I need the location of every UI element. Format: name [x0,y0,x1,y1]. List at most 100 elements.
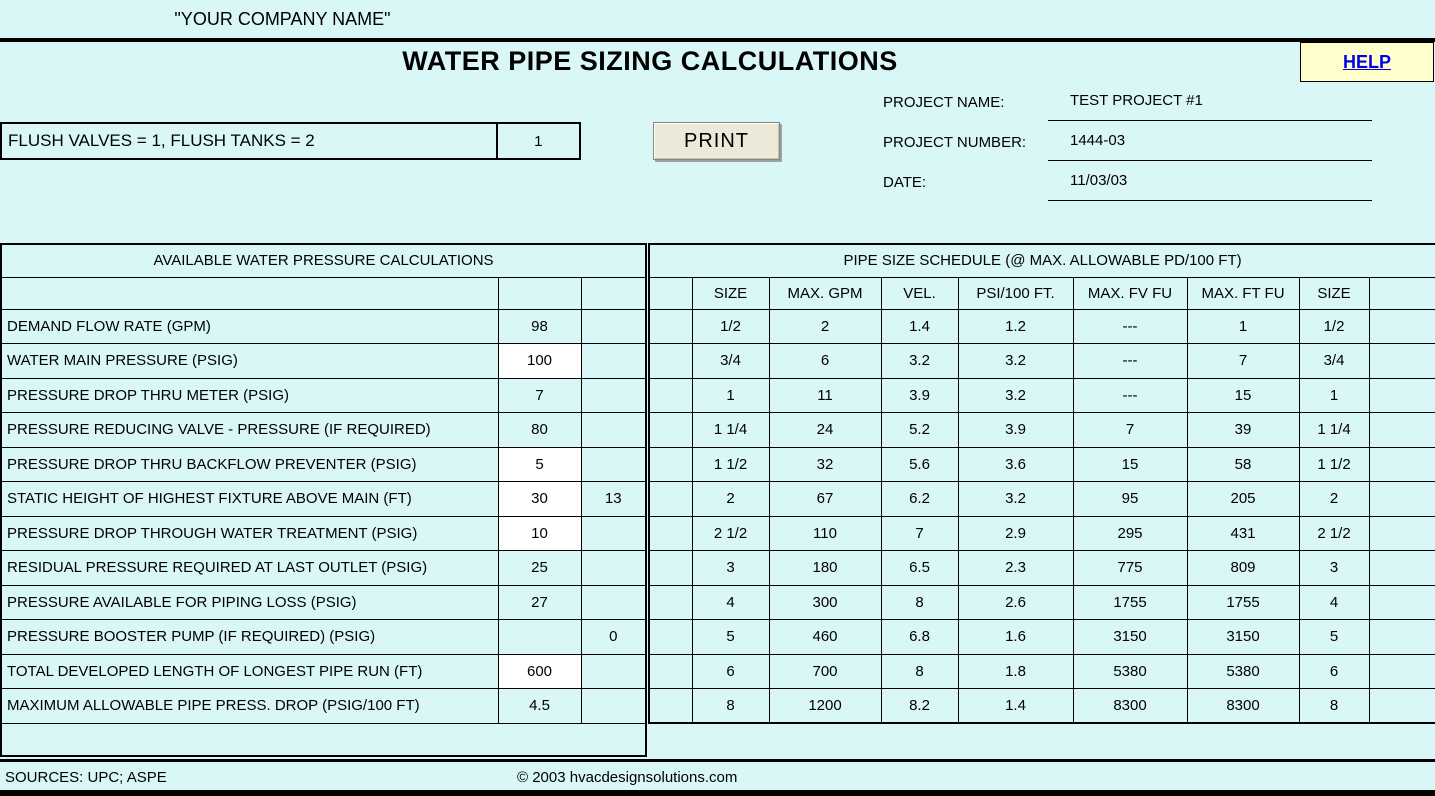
project-name-field[interactable]: TEST PROJECT #1 [1048,92,1372,121]
pipe-table-cell: 3/4 [1298,343,1370,379]
pipe-table-cell: 6.8 [880,619,959,655]
flush-selector-box: FLUSH VALVES = 1, FLUSH TANKS = 2 1 [0,122,581,160]
pipe-table-cell: 1 1/2 [1298,446,1370,482]
pipe-table-cell: 5.6 [880,446,959,482]
help-link-label[interactable]: HELP [1342,51,1391,72]
pipe-table-cell: 8 [880,584,959,620]
pipe-table-cell: 5380 [1186,653,1300,689]
spacer-cell [580,276,647,310]
pipe-table-cell: 8 [880,653,959,689]
pressure-row-label: PRESSURE DROP THROUGH WATER TREATMENT (P… [0,515,499,551]
pipe-table-row: 2 67 6.2 3.2 95 205 2 [648,481,1435,517]
pressure-row-label: PRESSURE DROP THRU METER (PSIG) [0,377,499,413]
flush-selector-label: FLUSH VALVES = 1, FLUSH TANKS = 2 [8,131,315,150]
pressure-extra-cell: 13 [580,481,647,517]
pressure-extra-cell [580,412,647,448]
date-field[interactable]: 11/03/03 [1048,172,1372,201]
pressure-input-cell[interactable]: 100 [497,343,582,379]
pipe-table-cell: 32 [768,446,882,482]
pipe-table-cell: 2.6 [957,584,1074,620]
help-button[interactable]: HELP [1300,42,1434,82]
pipe-table-cell: 1 1/4 [1298,412,1370,448]
pipe-table-cell [1368,584,1435,620]
pressure-input-cell[interactable]: 10 [497,515,582,551]
pressure-row-label: WATER MAIN PRESSURE (PSIG) [0,343,499,379]
pipe-table-cell: 58 [1186,446,1300,482]
pressure-row-label: TOTAL DEVELOPED LENGTH OF LONGEST PIPE R… [0,653,499,689]
pipe-table-cell: --- [1072,377,1188,413]
pipe-table-cell: 3150 [1072,619,1188,655]
pipe-table-row: 1 1/2 32 5.6 3.6 15 58 1 1/2 [648,446,1435,482]
pipe-table-body: 1/2 2 1.4 1.2 --- 1 1/2 3/4 6 3.2 3.2 --- 7 3/4 1 11 3.9… [648,308,1435,724]
pressure-input-cell[interactable]: 5 [497,446,582,482]
pipe-table-cell: 460 [768,619,882,655]
pressure-table-title-row: AVAILABLE WATER PRESSURE CALCULATIONS [0,243,647,278]
pressure-table-row: PRESSURE BOOSTER PUMP (IF REQUIRED) (PSI… [0,619,647,655]
pipe-table-cell: 1.2 [957,308,1074,344]
pipe-table-cell: 3.6 [957,446,1074,482]
flush-value-cell[interactable]: 1 [495,124,579,158]
pipe-table-cell: 15 [1186,377,1300,413]
pressure-extra-cell: 0 [580,619,647,655]
print-button[interactable]: PRINT [653,122,780,160]
pipe-table-cell: 8 [691,688,770,724]
company-name-row: "YOUR COMPANY NAME" [0,0,565,38]
pipe-table-row: 4 300 8 2.6 1755 1755 4 [648,584,1435,620]
pipe-table-cell: 3/4 [691,343,770,379]
pressure-extra-cell [580,550,647,586]
pipe-table-cell: 205 [1186,481,1300,517]
pipe-table-cell [648,481,693,517]
pipe-table-cell: 1755 [1072,584,1188,620]
pressure-table-row: MAXIMUM ALLOWABLE PIPE PRESS. DROP (PSIG… [0,688,647,724]
pipe-table-cell [1368,343,1435,379]
project-number-field[interactable]: 1444-03 [1048,132,1372,161]
spacer-cell [0,276,499,310]
pressure-extra-cell [580,584,647,620]
pipe-table-row: 1 1/4 24 5.2 3.9 7 39 1 1/4 [648,412,1435,448]
pipe-table-cell [648,584,693,620]
pipe-table-cell: --- [1072,308,1188,344]
pipe-column-header: MAX. FT FU [1186,276,1300,310]
pipe-table-cell: 8300 [1072,688,1188,724]
pressure-row-label: PRESSURE BOOSTER PUMP (IF REQUIRED) (PSI… [0,619,499,655]
pipe-table-cell [1368,308,1435,344]
pipe-table-cell: 2 [691,481,770,517]
pipe-table-cell: 7 [1186,343,1300,379]
pipe-table-cell: 2 1/2 [1298,515,1370,551]
pressure-table-row: TOTAL DEVELOPED LENGTH OF LONGEST PIPE R… [0,653,647,689]
sources-text: SOURCES: UPC; ASPE [5,769,167,786]
pipe-table-cell: 8300 [1186,688,1300,724]
pipe-table-cell: 180 [768,550,882,586]
pressure-input-cell[interactable]: 30 [497,481,582,517]
pressure-value-cell: 27 [497,584,582,620]
pressure-table-row: STATIC HEIGHT OF HIGHEST FIXTURE ABOVE M… [0,481,647,517]
pipe-table-cell: 67 [768,481,882,517]
pipe-table-cell: 24 [768,412,882,448]
pipe-table-cell: 1 1/2 [691,446,770,482]
pressure-table-row: PRESSURE DROP THRU METER (PSIG) 7 [0,377,647,413]
pipe-column-header: VEL. [880,276,959,310]
pipe-table-cell [648,412,693,448]
pipe-table-cell: 3.2 [957,343,1074,379]
pipe-table-cell: 7 [880,515,959,551]
pipe-table-cell [1368,481,1435,517]
pipe-table-cell: 6.2 [880,481,959,517]
pipe-table-cell: 1200 [768,688,882,724]
pipe-table-cell [1368,550,1435,586]
pressure-row-label: PRESSURE REDUCING VALVE - PRESSURE (IF R… [0,412,499,448]
pipe-table-cell: 2 [768,308,882,344]
pipe-table-cell: 39 [1186,412,1300,448]
pipe-column-header: PSI/100 FT. [957,276,1074,310]
pipe-table-cell [648,515,693,551]
pipe-table-cell: 5 [691,619,770,655]
pressure-table-row: PRESSURE AVAILABLE FOR PIPING LOSS (PSIG… [0,584,647,620]
pipe-table-row: 1/2 2 1.4 1.2 --- 1 1/2 [648,308,1435,344]
pressure-input-cell[interactable]: 600 [497,653,582,689]
pressure-row-label: STATIC HEIGHT OF HIGHEST FIXTURE ABOVE M… [0,481,499,517]
spacer-cell [497,276,582,310]
pressure-table-row: PRESSURE REDUCING VALVE - PRESSURE (IF R… [0,412,647,448]
pipe-column-header: SIZE [691,276,770,310]
pipe-table-cell: 6 [691,653,770,689]
pipe-table-cell: --- [1072,343,1188,379]
pipe-table-cell: 1755 [1186,584,1300,620]
